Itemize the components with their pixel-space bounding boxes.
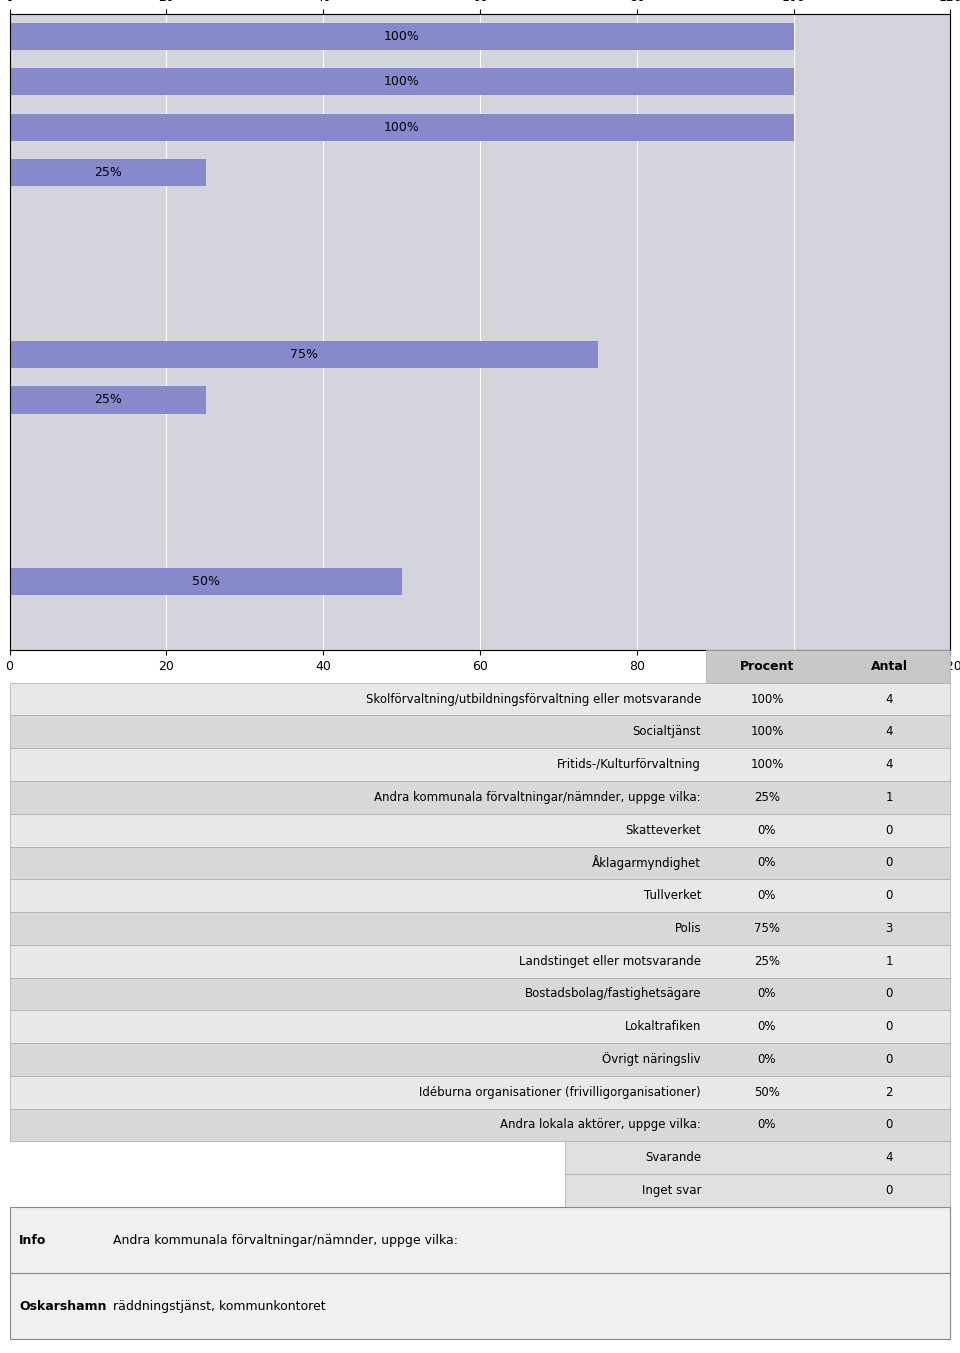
Text: 4: 4 bbox=[885, 758, 893, 771]
Text: 100%: 100% bbox=[384, 120, 420, 134]
Text: 0: 0 bbox=[885, 988, 893, 1000]
Bar bbox=[10, 978, 950, 1011]
Bar bbox=[10, 748, 950, 781]
Text: 0%: 0% bbox=[757, 856, 777, 870]
Bar bbox=[10, 341, 597, 368]
Text: 2: 2 bbox=[885, 1085, 893, 1099]
Text: 0: 0 bbox=[885, 1020, 893, 1034]
Bar bbox=[10, 114, 794, 141]
Text: Fritids-/Kulturförvaltning: Fritids-/Kulturförvaltning bbox=[557, 758, 701, 771]
Text: 0%: 0% bbox=[757, 1020, 777, 1034]
Text: Tullverket: Tullverket bbox=[643, 889, 701, 902]
Text: räddningstjänst, kommunkontoret: räddningstjänst, kommunkontoret bbox=[113, 1300, 325, 1312]
Text: 100%: 100% bbox=[384, 30, 420, 43]
Bar bbox=[10, 1076, 950, 1108]
Text: 100%: 100% bbox=[384, 76, 420, 88]
Text: Övrigt näringsliv: Övrigt näringsliv bbox=[603, 1053, 701, 1066]
Text: 0: 0 bbox=[885, 889, 893, 902]
Text: Socialtjänst: Socialtjänst bbox=[633, 725, 701, 739]
Text: 0%: 0% bbox=[757, 824, 777, 836]
Text: 25%: 25% bbox=[94, 394, 122, 406]
Text: Svarande: Svarande bbox=[645, 1151, 701, 1164]
Bar bbox=[10, 847, 950, 879]
Bar bbox=[10, 568, 401, 595]
Bar bbox=[706, 649, 950, 683]
Bar bbox=[564, 1142, 950, 1174]
Text: Landstinget eller motsvarande: Landstinget eller motsvarande bbox=[519, 955, 701, 967]
Text: 4: 4 bbox=[885, 693, 893, 706]
Text: 75%: 75% bbox=[290, 348, 318, 361]
Text: 0%: 0% bbox=[757, 1119, 777, 1131]
Text: 50%: 50% bbox=[754, 1085, 780, 1099]
Bar bbox=[10, 1108, 950, 1142]
Text: 4: 4 bbox=[885, 1151, 893, 1164]
Text: Lokaltrafiken: Lokaltrafiken bbox=[625, 1020, 701, 1034]
Text: Skolförvaltning/utbildningsförvaltning eller motsvarande: Skolförvaltning/utbildningsförvaltning e… bbox=[366, 693, 701, 706]
Text: Inget svar: Inget svar bbox=[641, 1184, 701, 1197]
Bar bbox=[10, 1043, 950, 1076]
Text: 25%: 25% bbox=[754, 792, 780, 804]
Text: 0: 0 bbox=[885, 824, 893, 836]
Text: 3: 3 bbox=[885, 921, 893, 935]
Text: Skatteverket: Skatteverket bbox=[625, 824, 701, 836]
Text: 100%: 100% bbox=[751, 725, 783, 739]
Text: Åklagarmyndighet: Åklagarmyndighet bbox=[592, 855, 701, 870]
Bar bbox=[10, 1207, 950, 1273]
Text: Procent: Procent bbox=[740, 660, 794, 672]
Text: 1: 1 bbox=[885, 792, 893, 804]
Bar bbox=[10, 68, 794, 95]
Text: Andra lokala aktörer, uppge vilka:: Andra lokala aktörer, uppge vilka: bbox=[500, 1119, 701, 1131]
Bar bbox=[10, 912, 950, 944]
Bar bbox=[10, 716, 950, 748]
Text: Bostadsbolag/fastighetsägare: Bostadsbolag/fastighetsägare bbox=[524, 988, 701, 1000]
Text: 0%: 0% bbox=[757, 889, 777, 902]
Text: 100%: 100% bbox=[751, 758, 783, 771]
Text: 50%: 50% bbox=[192, 575, 220, 589]
Bar bbox=[10, 781, 950, 813]
Text: Oskarshamn: Oskarshamn bbox=[19, 1300, 107, 1312]
Text: Polis: Polis bbox=[675, 921, 701, 935]
Text: 25%: 25% bbox=[94, 166, 122, 179]
Text: 0: 0 bbox=[885, 1053, 893, 1066]
Text: Antal: Antal bbox=[871, 660, 908, 672]
Bar bbox=[10, 1273, 950, 1339]
Bar bbox=[10, 1011, 950, 1043]
Text: 1: 1 bbox=[885, 955, 893, 967]
Text: 0: 0 bbox=[885, 1119, 893, 1131]
Text: 75%: 75% bbox=[754, 921, 780, 935]
Bar bbox=[10, 944, 950, 978]
Text: 4: 4 bbox=[885, 725, 893, 739]
Bar bbox=[10, 879, 950, 912]
Text: Idéburna organisationer (frivilligorganisationer): Idéburna organisationer (frivilligorgani… bbox=[420, 1085, 701, 1099]
Text: 0: 0 bbox=[885, 1184, 893, 1197]
Bar bbox=[10, 813, 950, 847]
Text: Info: Info bbox=[19, 1234, 46, 1246]
Text: Andra kommunala förvaltningar/nämnder, uppge vilka:: Andra kommunala förvaltningar/nämnder, u… bbox=[113, 1234, 458, 1246]
Text: 25%: 25% bbox=[754, 955, 780, 967]
Bar bbox=[10, 23, 794, 50]
Text: 0: 0 bbox=[885, 856, 893, 870]
Text: 0%: 0% bbox=[757, 1053, 777, 1066]
Bar bbox=[10, 387, 205, 414]
Text: 0%: 0% bbox=[757, 988, 777, 1000]
Bar bbox=[10, 160, 205, 187]
Bar bbox=[10, 683, 950, 716]
Text: 100%: 100% bbox=[751, 693, 783, 706]
Bar bbox=[564, 1174, 950, 1207]
Text: Andra kommunala förvaltningar/nämnder, uppge vilka:: Andra kommunala förvaltningar/nämnder, u… bbox=[374, 792, 701, 804]
